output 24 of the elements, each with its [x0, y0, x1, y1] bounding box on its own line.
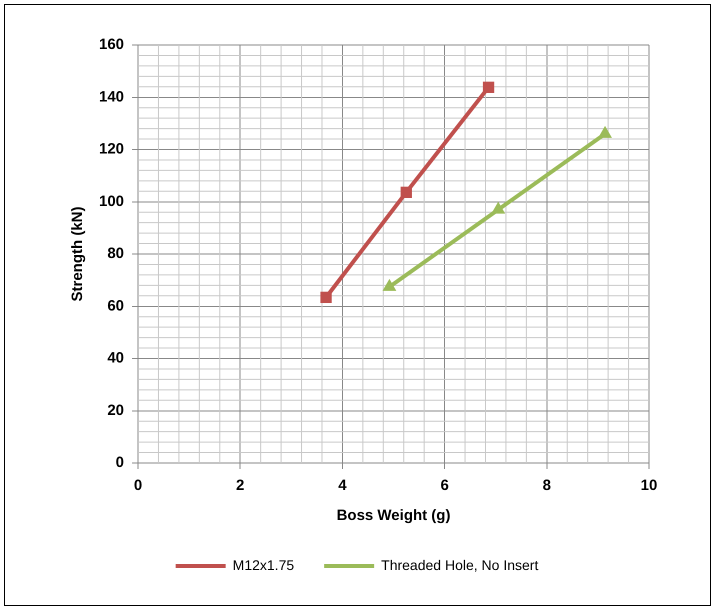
point	[491, 202, 506, 214]
y-tick-label: 0	[116, 454, 124, 472]
x-tick-label: 8	[542, 477, 551, 494]
x-tick-label: 10	[640, 477, 658, 494]
y-tick-label: 60	[107, 297, 124, 314]
x-axis-title: Boss Weight (g)	[336, 507, 450, 524]
point	[382, 278, 396, 291]
point	[400, 186, 412, 198]
legend-label: M12x1.75	[232, 556, 294, 573]
y-axis-title: Strength (kN)	[69, 206, 86, 302]
x-tick-label: 0	[134, 477, 142, 494]
y-tick-label: 20	[107, 402, 124, 419]
x-tick-label: 6	[440, 477, 449, 494]
y-tick-label: 140	[98, 88, 124, 106]
y-tick-label: 100	[98, 192, 124, 210]
y-tick-label: 120	[98, 140, 124, 158]
point	[598, 126, 612, 138]
legend-label: Threaded Hole, No Insert	[381, 556, 538, 573]
point	[482, 82, 494, 93]
y-tick-label: 40	[107, 350, 124, 367]
y-tick-label: 160	[98, 36, 124, 54]
y-tick-label: 80	[107, 245, 124, 262]
x-tick-label: 2	[236, 477, 244, 494]
x-tick-label: 4	[338, 477, 348, 494]
